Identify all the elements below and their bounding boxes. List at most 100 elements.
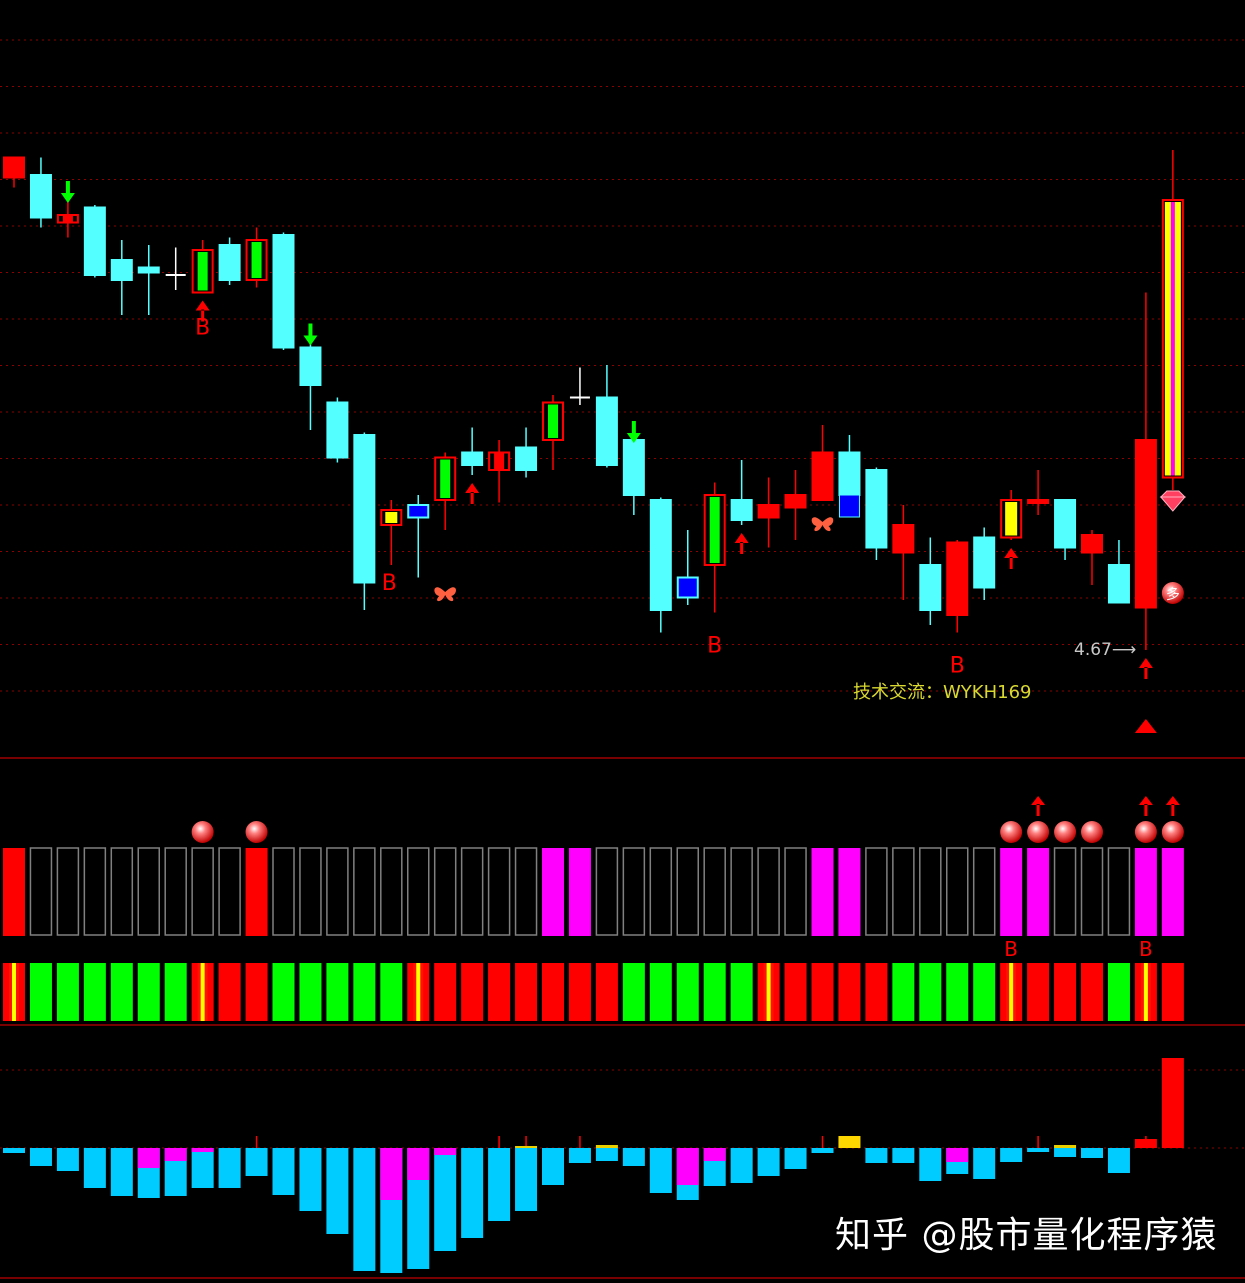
histogram-bar bbox=[973, 1148, 996, 1179]
histogram-bar bbox=[1054, 1148, 1077, 1157]
candle-body bbox=[946, 541, 969, 616]
candle-body bbox=[1081, 534, 1103, 554]
signal-cell-hollow bbox=[433, 847, 457, 936]
buy-signal-label: B bbox=[382, 571, 397, 596]
signal-cell-hollow bbox=[83, 847, 107, 936]
candle-body bbox=[919, 564, 942, 611]
signal-cell-hollow bbox=[1053, 847, 1077, 936]
trend-cell-yellow-line bbox=[12, 963, 16, 1021]
candle-body bbox=[892, 524, 915, 554]
trend-cell-green bbox=[622, 963, 645, 1021]
up-arrow-icon bbox=[1031, 796, 1046, 816]
trend-cell-green bbox=[973, 963, 996, 1021]
candle bbox=[245, 227, 268, 288]
signal-cell-magenta bbox=[1000, 848, 1023, 936]
candle bbox=[3, 156, 25, 188]
candle bbox=[838, 435, 861, 518]
candle bbox=[1054, 499, 1077, 560]
low-price-value: 4.67 bbox=[1074, 640, 1112, 660]
candle-body bbox=[272, 234, 295, 349]
candle bbox=[191, 240, 214, 294]
trend-cell-red bbox=[218, 963, 241, 1021]
trend-cell-red bbox=[595, 963, 618, 1021]
candle-body bbox=[515, 446, 538, 471]
candle-body bbox=[811, 451, 834, 501]
trend-cell-green bbox=[676, 963, 699, 1021]
signal-cell-hollow bbox=[299, 847, 322, 936]
candle bbox=[1000, 490, 1023, 540]
candle-body bbox=[137, 266, 160, 274]
signal-cell-magenta bbox=[568, 848, 591, 936]
histogram-bar-magenta bbox=[137, 1148, 160, 1168]
candle-inner bbox=[251, 242, 262, 278]
candle-body bbox=[973, 536, 996, 589]
signal-cell-hollow bbox=[865, 847, 888, 936]
signal-cell-hollow bbox=[972, 847, 996, 936]
buy-signal-label: B bbox=[707, 634, 722, 659]
signal-cell-hollow bbox=[29, 847, 53, 936]
trend-cell-red bbox=[1161, 963, 1184, 1021]
candle bbox=[407, 495, 430, 578]
candle bbox=[272, 232, 295, 350]
candle bbox=[488, 440, 511, 503]
trend-cell-green bbox=[353, 963, 376, 1021]
trend-cell-red bbox=[1081, 963, 1103, 1021]
trend-cell-red bbox=[515, 963, 538, 1021]
histogram-bar bbox=[1134, 1139, 1157, 1148]
histogram-bar bbox=[568, 1148, 591, 1163]
duo-badge-icon bbox=[1161, 582, 1184, 604]
candle-inner bbox=[197, 252, 208, 291]
trend-cell-red bbox=[434, 963, 457, 1021]
candle bbox=[919, 537, 942, 625]
trend-cell-red bbox=[488, 963, 511, 1021]
ball-icon bbox=[191, 821, 214, 843]
signal-cell-hollow bbox=[218, 847, 241, 936]
histogram-bar-magenta bbox=[380, 1148, 403, 1200]
candle-inner bbox=[1170, 202, 1175, 476]
histogram-bar-magenta bbox=[191, 1148, 214, 1152]
histogram-bar bbox=[622, 1148, 645, 1166]
candle bbox=[1107, 540, 1130, 604]
candle-body bbox=[29, 174, 52, 219]
trend-cell-green bbox=[919, 963, 942, 1021]
histogram-bar bbox=[434, 1148, 457, 1251]
signal-cell-magenta bbox=[542, 848, 564, 936]
signal-cell-hollow bbox=[892, 847, 915, 936]
candle bbox=[380, 500, 403, 565]
histogram-bar-yellow bbox=[1054, 1145, 1077, 1148]
candle bbox=[1161, 150, 1184, 490]
histogram-bar bbox=[865, 1148, 888, 1163]
candle-body bbox=[407, 504, 430, 519]
candle bbox=[622, 425, 645, 515]
buy-arrow-icon bbox=[1138, 658, 1153, 679]
histogram-bar-magenta bbox=[676, 1148, 699, 1185]
candle bbox=[730, 460, 753, 525]
signal-cell-hollow bbox=[514, 847, 538, 936]
candle-inner bbox=[1005, 502, 1018, 536]
histogram-bar bbox=[56, 1148, 79, 1171]
signal-cell-hollow bbox=[676, 847, 699, 936]
signal-cell-hollow bbox=[407, 847, 430, 936]
trend-cell-red bbox=[865, 963, 888, 1021]
trend-cell-red bbox=[568, 963, 591, 1021]
candle-body bbox=[649, 499, 672, 611]
trend-cell-green bbox=[272, 963, 295, 1021]
histogram-bar bbox=[353, 1148, 376, 1271]
signal-cell-hollow bbox=[110, 847, 134, 936]
candle-body bbox=[218, 244, 241, 281]
sell-arrow-icon bbox=[60, 181, 75, 203]
buy-signal-label: B bbox=[950, 654, 965, 679]
trend-cell-red bbox=[1054, 963, 1077, 1021]
histogram-bar bbox=[1027, 1148, 1050, 1152]
candle-body bbox=[461, 451, 484, 466]
sell-arrow-icon bbox=[303, 323, 318, 346]
ball-icon bbox=[1000, 821, 1023, 843]
signal-cell-red bbox=[245, 848, 268, 936]
candle bbox=[165, 247, 186, 290]
trend-cell-yellow-line bbox=[1143, 963, 1148, 1021]
signal-cell-hollow bbox=[487, 847, 511, 936]
candle bbox=[649, 497, 672, 633]
trend-cell-yellow-line bbox=[1009, 963, 1014, 1021]
candle-body bbox=[622, 439, 645, 496]
histogram-bar bbox=[1000, 1148, 1023, 1162]
